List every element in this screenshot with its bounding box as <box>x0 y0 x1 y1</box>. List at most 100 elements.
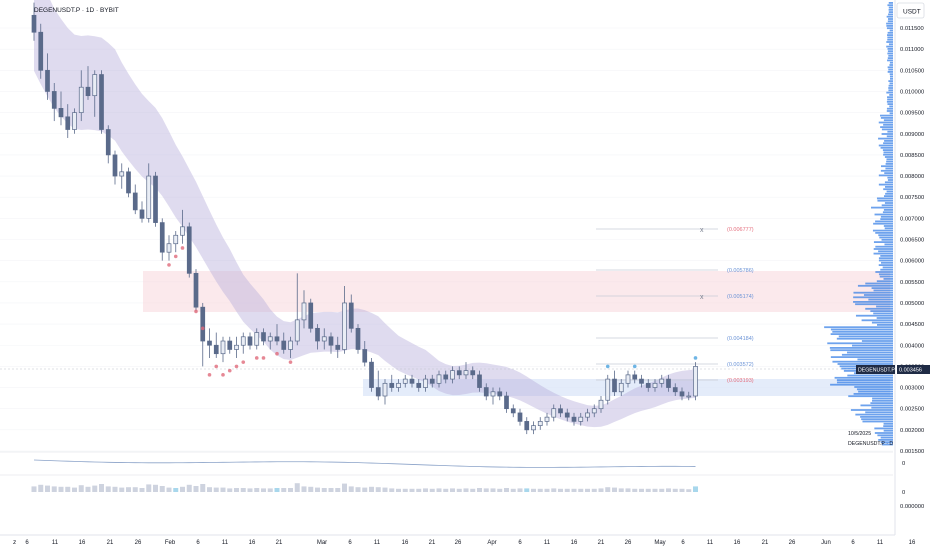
buy-signal-dot <box>606 365 610 369</box>
volume-profile-bar <box>881 117 893 119</box>
volume-profile-bar <box>888 50 893 52</box>
candle-body <box>302 303 306 320</box>
volume-profile-bar <box>882 239 893 241</box>
time-tick-label: Feb <box>165 540 176 546</box>
sell-signal-dot <box>221 373 225 377</box>
price-tick-label: 0.001500 <box>900 449 924 455</box>
volume-profile-bar <box>835 377 893 379</box>
time-tick-label: 21 <box>598 540 605 546</box>
volume-profile-bar <box>887 4 893 6</box>
volume-profile-bar <box>888 32 893 34</box>
candle-body <box>559 409 563 413</box>
sell-signal-dot <box>289 360 293 364</box>
volume-profile-bar <box>887 37 893 39</box>
time-tick-label: 11 <box>707 540 714 546</box>
volume-profile-bar <box>877 317 893 319</box>
chart-settings-icon[interactable]: z <box>13 539 16 546</box>
volume-profile-bar <box>883 425 893 427</box>
tooltip-date: 10/5/2025 <box>848 431 871 437</box>
volume-bar <box>504 488 509 492</box>
candle-body <box>86 87 90 95</box>
volume-profile-bar <box>862 421 893 423</box>
candle-body <box>383 383 387 396</box>
volume-profile-bar <box>882 133 893 135</box>
volume-profile-bar <box>842 354 893 356</box>
volume-bar <box>254 488 259 492</box>
volume-bar <box>288 488 293 492</box>
price-tick-label: 0.010500 <box>900 68 924 74</box>
price-tick-label: 0.006000 <box>900 259 924 265</box>
volume-profile-bar <box>888 179 893 181</box>
volume-bar <box>457 489 462 492</box>
volume-profile-bar <box>875 221 893 223</box>
volume-profile-bar <box>879 184 893 186</box>
volume-profile-bar <box>884 140 893 142</box>
candle-body <box>235 345 239 349</box>
volume-bar <box>477 488 482 492</box>
volume-profile-bar <box>877 434 893 436</box>
volume-bar <box>639 489 644 492</box>
volume-profile-bar <box>888 87 893 89</box>
volume-profile-bar <box>852 345 893 347</box>
volume-profile-bar <box>887 39 893 41</box>
volume-bar <box>693 486 698 492</box>
volume-bar <box>538 489 543 492</box>
volume-profile-bar <box>860 405 893 407</box>
price-tick-label: 0.002500 <box>900 407 924 413</box>
volume-profile-bar <box>886 41 893 43</box>
volume-profile-bar <box>831 333 893 335</box>
candle-body <box>613 379 617 392</box>
volume-bar <box>464 488 469 492</box>
volume-bar <box>470 489 475 492</box>
volume-profile-bar <box>887 177 893 179</box>
volume-profile-bar <box>848 395 893 397</box>
volume-bar <box>92 486 97 492</box>
volume-profile-bar <box>879 122 893 124</box>
last-price-symbol: DEGENUSDT.P <box>858 368 895 374</box>
volume-bar <box>673 489 678 492</box>
volume-profile-bar <box>884 195 893 197</box>
volume-bar <box>619 488 624 492</box>
candle-body <box>505 396 509 409</box>
price-tick-label: 0.010000 <box>900 89 924 95</box>
candle-body <box>599 400 603 408</box>
volume-profile-bar <box>888 55 893 57</box>
volume-bar <box>423 488 428 492</box>
volume-profile-bar <box>857 388 893 390</box>
volume-bar <box>45 486 50 492</box>
volume-bar <box>153 485 158 492</box>
price-tick-label: 0.011000 <box>900 47 924 53</box>
volume-bar <box>207 487 212 492</box>
candle-body <box>410 379 414 383</box>
volume-profile-bar <box>853 296 893 298</box>
volume-bar <box>484 488 489 492</box>
volume-profile-bar <box>886 25 893 27</box>
volume-bar <box>99 484 104 492</box>
volume-profile-bar <box>861 418 893 420</box>
candle-body <box>471 371 475 375</box>
volume-profile-bar <box>889 64 893 66</box>
sell-signal-dot <box>201 327 205 331</box>
candle-body <box>376 388 380 396</box>
sell-signal-dot <box>275 352 279 356</box>
volume-profile-bar <box>880 276 893 278</box>
candle-body <box>79 87 83 112</box>
volume-profile-bar <box>865 283 893 285</box>
candle-body <box>181 227 185 235</box>
buy-signal-dot <box>694 356 698 360</box>
volume-profile-bar <box>886 23 893 25</box>
volume-profile-bar <box>885 186 893 188</box>
candle-body <box>457 371 461 375</box>
volume-profile-bar <box>886 163 893 165</box>
candle-body <box>437 375 441 383</box>
currency-label: USDT <box>903 9 921 16</box>
volume-bar <box>659 489 664 492</box>
candle-body <box>248 337 252 345</box>
candle-body <box>174 235 178 243</box>
candle-body <box>113 155 117 176</box>
volume-profile-bar <box>883 149 893 151</box>
volume-profile-bar <box>874 428 893 430</box>
volume-profile-bar <box>886 92 893 94</box>
sell-signal-dot <box>208 373 212 377</box>
